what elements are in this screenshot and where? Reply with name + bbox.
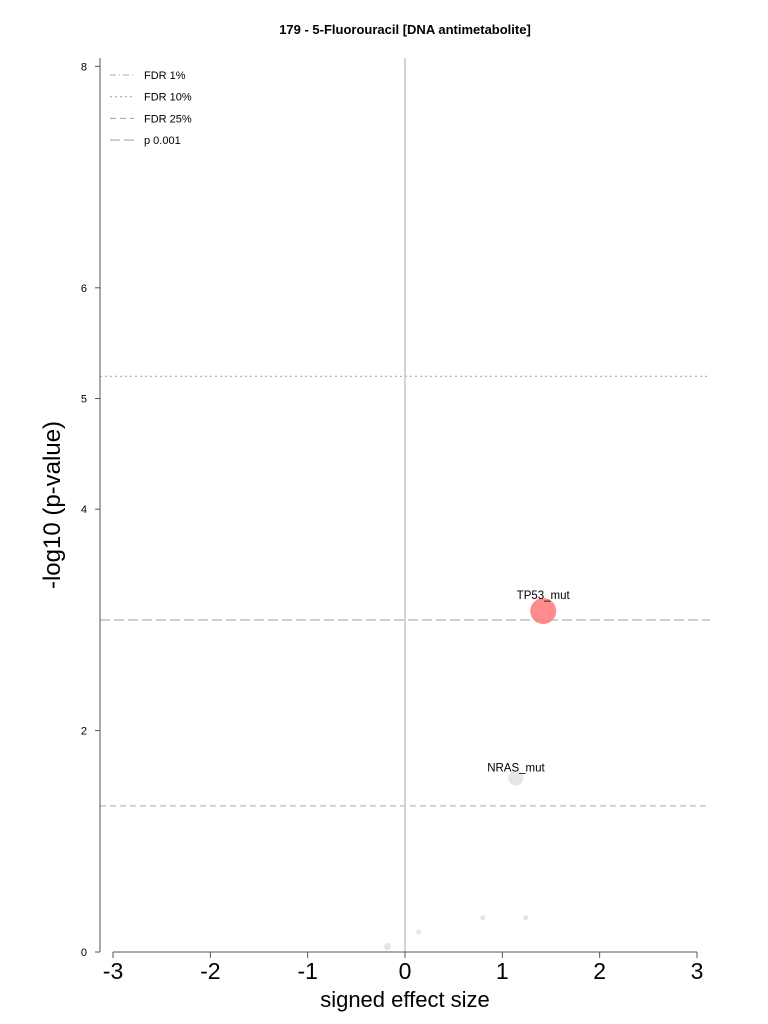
x-tick-label: -3 [103, 958, 123, 984]
legend-label: FDR 10% [144, 92, 192, 104]
x-axis-title: signed effect size [320, 987, 490, 1012]
x-tick-label: 3 [691, 958, 704, 984]
legend-label: FDR 1% [144, 70, 186, 82]
point-label: TP53_mut [517, 590, 571, 602]
data-point [480, 915, 486, 921]
y-tick-label: 0 [81, 947, 87, 959]
point-nras-mut [508, 770, 524, 786]
data-point [523, 915, 529, 921]
y-axis-title: -log10 (p-value) [39, 421, 66, 589]
x-tick-label: 2 [593, 958, 606, 984]
point-tp53-mut [530, 598, 557, 625]
y-tick-label: 2 [81, 726, 87, 738]
axes: 0 2 4 5 6 8 -3 -2 -1 0 1 2 3 [81, 58, 704, 984]
x-tick-label: 1 [496, 958, 509, 984]
x-tick-label: -1 [297, 958, 317, 984]
x-tick-label: -2 [200, 958, 220, 984]
y-tick-label: 5 [81, 394, 87, 406]
data-point [416, 929, 422, 935]
legend-label: p 0.001 [144, 135, 181, 147]
y-tick-label: 6 [81, 283, 87, 295]
y-tick-label: 4 [81, 504, 87, 516]
legend: FDR 1% FDR 10% FDR 25% p 0.001 [110, 70, 192, 147]
point-label: NRAS_mut [487, 763, 545, 775]
legend-label: FDR 25% [144, 113, 192, 125]
data-point [383, 942, 391, 950]
data-points: TP53_mut NRAS_mut [383, 590, 571, 950]
y-tick-label: 8 [81, 61, 87, 73]
chart-title: 179 - 5-Fluorouracil [DNA antimetabolite… [279, 22, 531, 37]
x-tick-label: 0 [399, 958, 412, 984]
